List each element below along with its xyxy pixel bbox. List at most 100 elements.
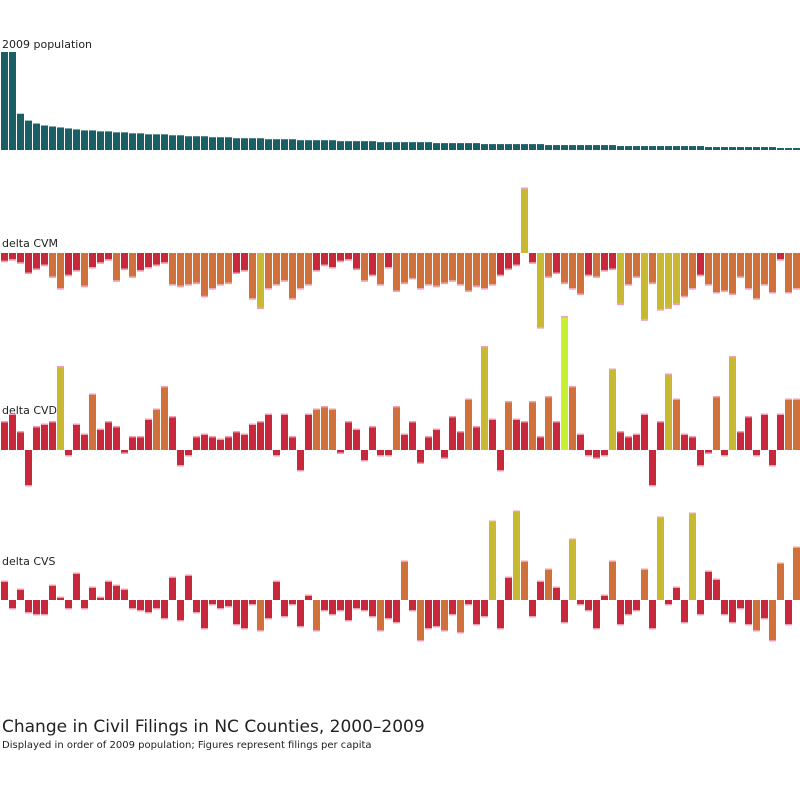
bar-cap-cvm (385, 267, 392, 269)
bar-population (65, 128, 72, 150)
bar-delta-cvd (577, 435, 584, 450)
bar-delta-cvs (385, 600, 392, 618)
bar-population (409, 142, 416, 150)
bar-delta-cvm (185, 253, 192, 285)
bar-cap-cvs (489, 520, 496, 522)
bar-delta-cvs (625, 600, 632, 614)
bar-cap-cvs (521, 560, 528, 562)
bar-delta-cvm (721, 253, 728, 291)
bar-delta-cvs (673, 588, 680, 600)
bar-delta-cvd (89, 395, 96, 450)
bar-cap-cvs (297, 626, 304, 628)
bar-delta-cvm (441, 253, 448, 283)
delta-cvm-panel (1, 187, 800, 329)
bar-cap-cvd (265, 413, 272, 415)
bar-cap-cvm (41, 264, 48, 267)
bar-cap-cvd (305, 413, 312, 415)
bar-cap-cvs (609, 560, 616, 562)
bar-population (225, 137, 232, 150)
bar-population (345, 141, 352, 150)
bar-cap-cvm (777, 259, 784, 261)
bar-delta-cvm (385, 253, 392, 268)
bar-cap-cvs (273, 580, 280, 582)
bar-cap-cvm (17, 262, 24, 264)
bar-delta-cvm (265, 253, 272, 289)
bar-delta-cvm (337, 253, 344, 261)
bar-cap-cvd (297, 470, 304, 472)
bar-delta-cvm (497, 253, 504, 275)
bar-cap-cvs (225, 606, 232, 608)
bar-delta-cvd (225, 437, 232, 450)
bar-delta-cvd (569, 387, 576, 450)
bar-delta-cvs (657, 518, 664, 600)
bar-delta-cvd (753, 450, 760, 455)
bar-cap-cvd (753, 455, 760, 457)
bar-delta-cvm (537, 253, 544, 328)
bar-cap-cvm (505, 268, 512, 271)
bar-cap-cvs (305, 594, 312, 596)
bar-delta-cvm (553, 253, 560, 273)
bar-delta-cvs (505, 578, 512, 600)
bar-delta-cvd (729, 357, 736, 450)
bar-delta-cvd (369, 427, 376, 450)
bar-cap-cvm (49, 276, 56, 278)
bar-delta-cvs (793, 548, 800, 600)
bar-cap-cvd (105, 421, 112, 423)
bar-cap-cvd (33, 426, 40, 428)
bar-delta-cvm (513, 253, 520, 265)
bar-cap-cvs (137, 610, 144, 612)
bar-delta-cvd (513, 420, 520, 450)
bar-delta-cvd (793, 400, 800, 450)
bar-cap-cvs (369, 616, 376, 618)
bar-delta-cvd (57, 367, 64, 450)
bar-population (681, 146, 688, 150)
bar-cap-cvm (553, 272, 560, 274)
bar-cap-cvs (361, 610, 368, 612)
bar-cap-cvs (625, 614, 632, 616)
bar-cap-cvd (113, 426, 120, 428)
bar-population (569, 145, 576, 150)
bar-cap-cvd (41, 423, 48, 425)
bar-cap-cvs (673, 586, 680, 588)
bar-cap-cvs (417, 640, 424, 642)
bar-delta-cvd (481, 347, 488, 450)
bar-population (313, 140, 320, 150)
bar-cap-cvs (33, 614, 40, 616)
bar-cap-cvm (561, 282, 568, 285)
bar-population (81, 130, 88, 150)
bar-cap-cvs (49, 584, 56, 586)
bar-population (745, 147, 752, 150)
bar-delta-cvs (305, 596, 312, 600)
bar-population (129, 133, 136, 150)
bar-delta-cvs (289, 600, 296, 604)
bar-population (353, 141, 360, 150)
bar-cap-cvm (305, 284, 312, 286)
bar-cap-cvd (409, 421, 416, 423)
bar-cap-cvm (89, 267, 96, 269)
bar-delta-cvs (337, 600, 344, 610)
bar-cap-cvm (297, 288, 304, 290)
bar-cap-cvd (9, 413, 16, 415)
bar-delta-cvm (361, 253, 368, 281)
bar-delta-cvd (769, 450, 776, 465)
bar-delta-cvm (241, 253, 248, 271)
bar-delta-cvm (465, 253, 472, 291)
bar-delta-cvs (169, 578, 176, 600)
bar-delta-cvd (297, 450, 304, 470)
bar-delta-cvs (345, 600, 352, 620)
bar-delta-cvm (193, 253, 200, 283)
bar-delta-cvd (713, 397, 720, 450)
bar-cap-cvm (241, 270, 248, 272)
bar-population (297, 140, 304, 150)
bar-cap-cvd (345, 421, 352, 423)
bar-cap-cvd (145, 418, 152, 420)
bar-population (233, 138, 240, 150)
bar-cap-cvm (465, 290, 472, 292)
bar-cap-cvs (105, 580, 112, 582)
bar-cap-cvm (633, 276, 640, 278)
bar-delta-cvd (401, 435, 408, 450)
bar-cap-cvs (401, 560, 408, 562)
bar-cap-cvm (521, 187, 528, 190)
bar-delta-cvs (9, 600, 16, 608)
